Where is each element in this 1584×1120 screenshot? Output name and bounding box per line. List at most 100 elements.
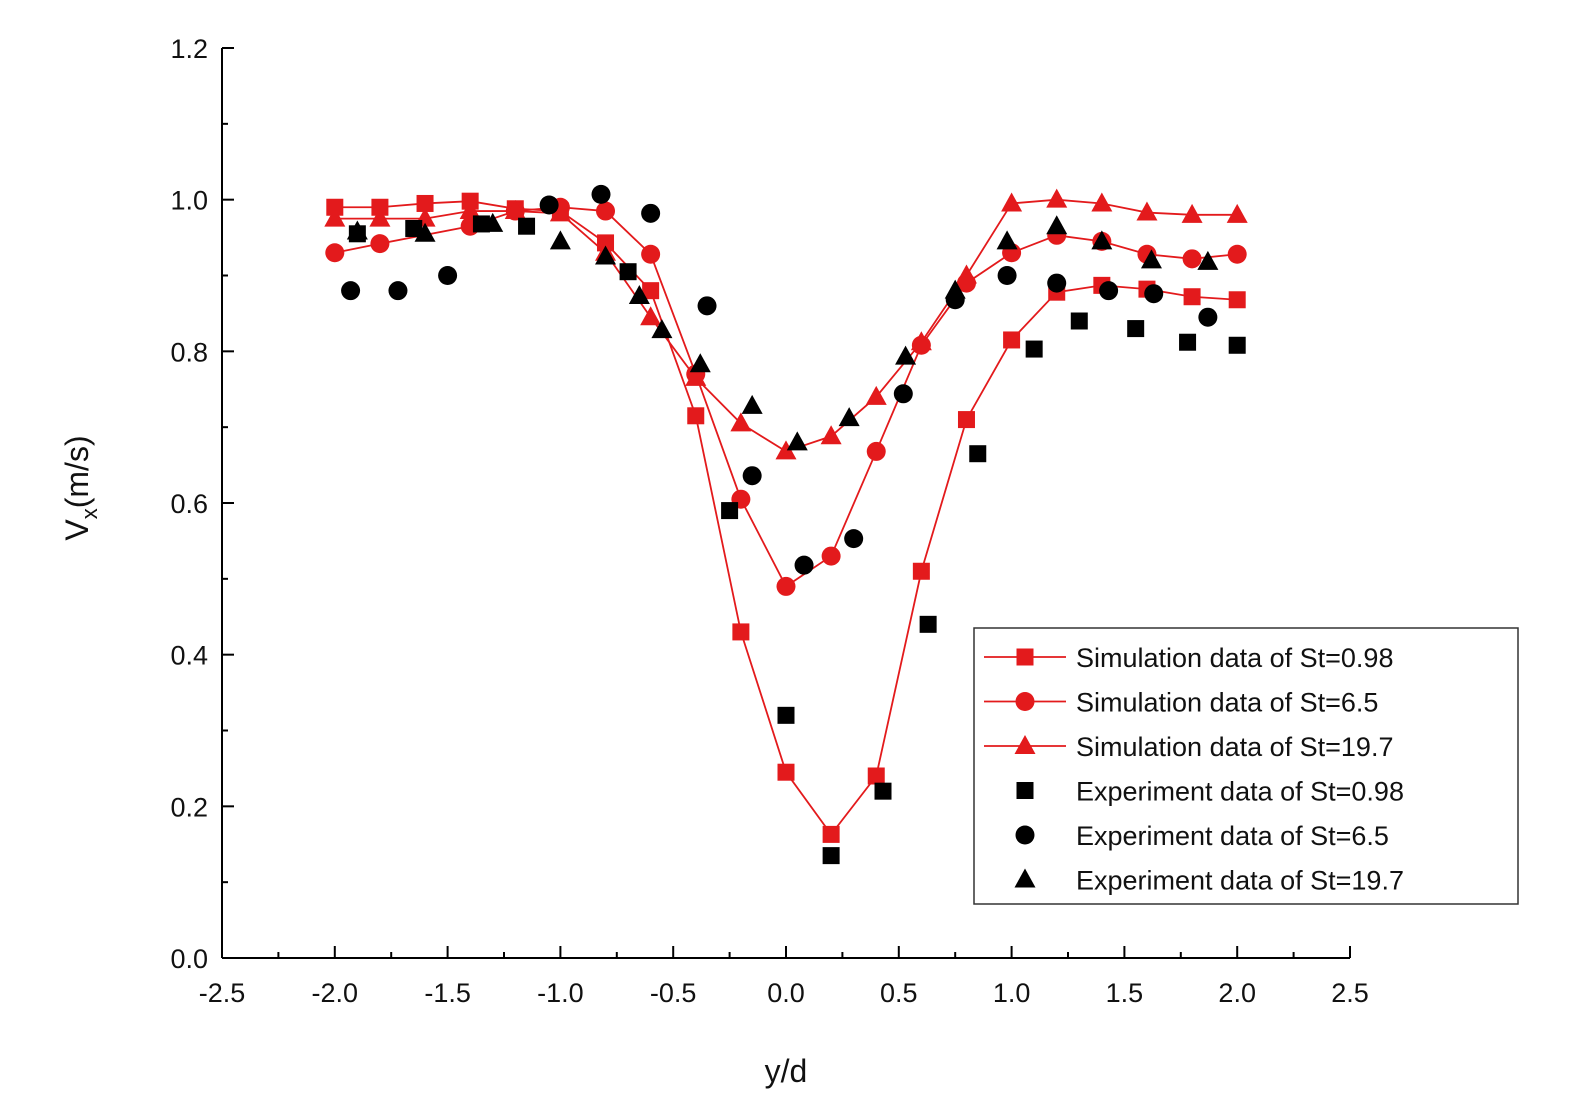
legend-marker	[1014, 735, 1036, 754]
x-tick-label: 1.5	[1106, 978, 1144, 1008]
x-axis-title: y/d	[765, 1053, 808, 1089]
experiment-circle-point	[1047, 273, 1067, 293]
plot-area: -2.5 -2.0 -1.5 -1.0 -0.5 0.0 0.5 1.0 1.5 2.0 2.5 0.…	[170, 34, 1368, 1008]
simulation-triangle-point	[910, 331, 932, 351]
y-axis-title-unit: (m/s)	[59, 435, 95, 508]
simulation-triangle-point	[820, 425, 842, 445]
experiment-triangle-point	[689, 353, 711, 373]
legend-item: Simulation data of St=19.7	[984, 732, 1393, 762]
y-tick-label: 0.0	[170, 944, 208, 974]
simulation-triangle-point	[640, 306, 662, 326]
experiment-circle-point	[844, 529, 864, 549]
experiment-circle-point	[742, 466, 762, 486]
simulation-triangle-point	[549, 202, 571, 222]
x-tick-label: -0.5	[650, 978, 697, 1008]
legend-marker	[1015, 825, 1035, 845]
experiment-square-point	[969, 445, 987, 463]
x-tick-label: 2.0	[1218, 978, 1256, 1008]
experiment-triangle-point	[944, 279, 966, 299]
experiment-circle-point	[438, 266, 458, 285]
simulation-triangle-point	[1136, 201, 1158, 221]
experiment-circle-point	[794, 555, 814, 575]
y-axis-title: Vx(m/s)	[59, 435, 102, 540]
experiment-triangle-point	[895, 345, 917, 365]
experiment-square-point	[1025, 340, 1043, 358]
simulation-circle-point	[866, 441, 886, 461]
experiment-circle-point	[341, 281, 361, 301]
experiment-square-point	[777, 706, 795, 724]
simulation-square-point	[371, 198, 389, 216]
experiment-circle-point	[1099, 281, 1119, 301]
simulation-square-point	[687, 407, 705, 425]
simulation-triangle-point	[1181, 203, 1203, 223]
experiment-square-point	[405, 219, 423, 237]
simulation-triangle-point	[459, 200, 481, 220]
y-tick-label: 1.2	[170, 34, 208, 64]
experiment-circle-point	[1144, 284, 1164, 304]
simulation-circle-point	[776, 576, 796, 596]
simulation-square-point	[732, 623, 750, 641]
simulation-square-point	[326, 198, 344, 216]
experiment-square-point	[874, 782, 892, 800]
simulation-square-point	[642, 282, 660, 300]
experiment-triangle-point	[838, 407, 860, 427]
simulation-square-point	[822, 825, 840, 843]
x-tick-label: 0.0	[767, 978, 805, 1008]
y-tick-label: 0.6	[170, 489, 208, 519]
simulation-triangle-point	[865, 385, 887, 405]
simulation-triangle-point	[685, 366, 707, 386]
legend-item: Experiment data of St=6.5	[1015, 821, 1389, 851]
experiment-triangle-point	[595, 245, 617, 265]
simulation-square-point	[912, 562, 930, 580]
legend-item: Experiment data of St=19.7	[1014, 866, 1404, 896]
experiment-circle-point	[388, 281, 408, 301]
legend-marker	[1016, 648, 1034, 666]
experiment-triangle-point	[414, 222, 436, 242]
simulation-triangle-point	[955, 264, 977, 284]
simulation-square-point	[1228, 291, 1246, 309]
experiment-circle-point	[997, 266, 1017, 285]
legend-marker	[1015, 692, 1035, 711]
experiment-circle-point	[697, 296, 717, 316]
x-tick-label: -1.0	[537, 978, 584, 1008]
simulation-triangle-point	[1091, 192, 1113, 212]
simulation-square-point	[1003, 331, 1021, 349]
series-markers	[324, 184, 1248, 865]
y-tick-label: 0.4	[170, 641, 208, 671]
experiment-triangle-point	[996, 230, 1018, 250]
legend-label: Simulation data of St=6.5	[1076, 688, 1378, 718]
experiment-square-point	[1070, 312, 1088, 330]
experiment-triangle-point	[651, 319, 673, 339]
svg-text:Vx(m/s): Vx(m/s)	[59, 435, 102, 540]
legend-label: Experiment data of St=19.7	[1076, 866, 1404, 896]
simulation-square-point	[1183, 288, 1201, 306]
simulation-triangle-point	[1046, 188, 1068, 208]
legend-item: Experiment data of St=0.98	[1016, 777, 1404, 807]
simulation-circle-point	[1182, 249, 1202, 269]
simulation-circle-point	[1227, 244, 1247, 264]
simulation-triangle-point	[730, 412, 752, 432]
legend-label: Experiment data of St=6.5	[1076, 821, 1389, 851]
experiment-triangle-point	[346, 220, 368, 240]
y-tick-label: 0.2	[170, 792, 208, 822]
simulation-triangle-point	[324, 207, 346, 227]
simulation-circle-point	[821, 546, 841, 566]
simulation-square-point	[777, 763, 795, 781]
simulation-triangle-point	[775, 440, 797, 460]
y-tick-label: 0.8	[170, 337, 208, 367]
x-tick-label: -2.0	[312, 978, 359, 1008]
experiment-triangle-point	[741, 394, 763, 414]
simulation-square-point	[416, 194, 434, 212]
simulation-circle-point	[641, 244, 661, 264]
simulation-circle-line	[334, 206, 1238, 588]
legend-frame	[973, 627, 1519, 905]
legend-item: Simulation data of St=6.5	[984, 688, 1378, 718]
experiment-circle-point	[893, 384, 913, 404]
y-tick-label: 1.0	[170, 186, 208, 216]
x-tick-label: -1.5	[424, 978, 471, 1008]
legend-label: Experiment data of St=0.98	[1076, 777, 1404, 807]
x-tick-label: -2.5	[199, 978, 246, 1008]
experiment-circle-point	[641, 203, 661, 223]
experiment-triangle-point	[1197, 250, 1219, 270]
experiment-circle-point	[539, 195, 559, 215]
